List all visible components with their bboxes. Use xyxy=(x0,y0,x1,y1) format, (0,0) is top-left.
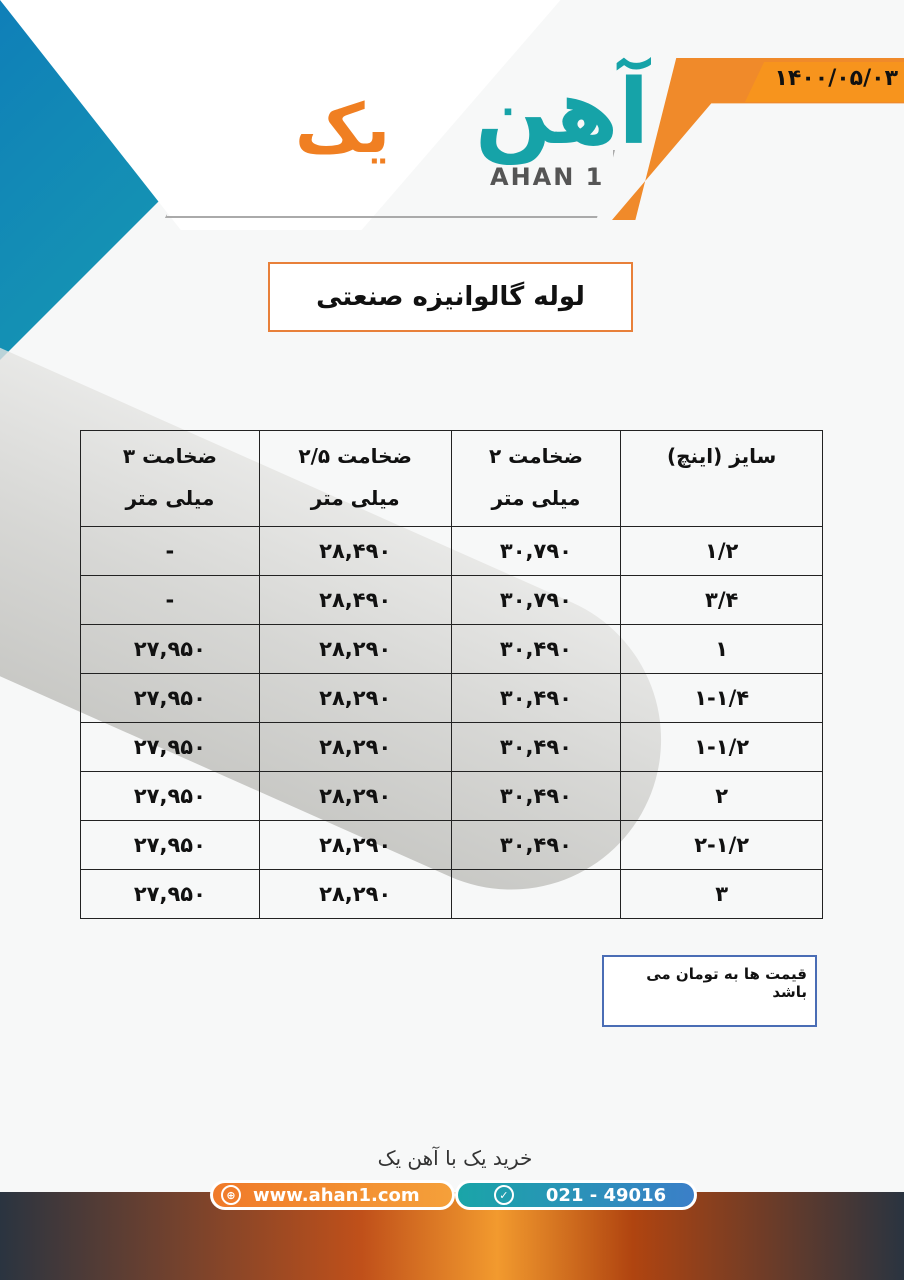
table-row: ۲-۱/۲ ۳۰,۴۹۰ ۲۸,۲۹۰ ۲۷,۹۵۰ xyxy=(80,820,823,870)
table-cell: ۲ xyxy=(620,771,823,821)
table-cell: ۱-۱/۲ xyxy=(620,722,823,772)
table-cell: ۳۰,۴۹۰ xyxy=(450,820,622,870)
table-row: ۱-۱/۲ ۳۰,۴۹۰ ۲۸,۲۹۰ ۲۷,۹۵۰ xyxy=(80,722,823,772)
table-cell: ۲۷,۹۵۰ xyxy=(80,624,260,674)
table-cell: ۲۸,۲۹۰ xyxy=(258,771,452,821)
logo: یک آهن AHAN 1 xyxy=(295,60,649,191)
footer-factory-image xyxy=(0,1192,904,1280)
date: ۱۴۰۰/۰۵/۰۳ xyxy=(774,66,899,91)
website-link[interactable]: ⊕ www.ahan1.com xyxy=(210,1180,455,1210)
price-table: سایز (اینچ) ضخامت ۲ میلی متر ضخامت ۲/۵ میل… xyxy=(80,430,823,919)
table-cell: ۲۷,۹۵۰ xyxy=(80,869,260,919)
table-cell: ۲۸,۲۹۰ xyxy=(258,869,452,919)
table-cell: ۲۸,۲۹۰ xyxy=(258,820,452,870)
table-row: ۲ ۳۰,۴۹۰ ۲۸,۲۹۰ ۲۷,۹۵۰ xyxy=(80,771,823,821)
table-cell: ۱ xyxy=(620,624,823,674)
table-cell: ۳ xyxy=(620,869,823,919)
header-size: سایز (اینچ) xyxy=(620,430,823,527)
footer-slogan: خرید یک با آهن یک xyxy=(377,1146,533,1170)
phone-link[interactable]: ✓ 021 - 49016 xyxy=(455,1180,697,1210)
table-cell: ۲۸,۴۹۰ xyxy=(258,526,452,576)
table-cell: ۲-۱/۲ xyxy=(620,820,823,870)
table-row: ۱ ۳۰,۴۹۰ ۲۸,۲۹۰ ۲۷,۹۵۰ xyxy=(80,624,823,674)
table-header-row: سایز (اینچ) ضخامت ۲ میلی متر ضخامت ۲/۵ میل… xyxy=(80,430,823,527)
table-cell: ۳۰,۷۹۰ xyxy=(450,575,622,625)
header-thickness-2: ضخامت ۲ میلی متر xyxy=(450,430,622,527)
table-cell: - xyxy=(80,575,260,625)
table-cell: ۲۷,۹۵۰ xyxy=(80,722,260,772)
table-cell: ۳۰,۴۹۰ xyxy=(450,722,622,772)
table-cell: ۲۸,۴۹۰ xyxy=(258,575,452,625)
page-title: لوله گالوانیزه صنعتی xyxy=(268,262,633,332)
table-cell: ۳۰,۷۹۰ xyxy=(450,526,622,576)
header-thickness-3: ضخامت ۳ میلی متر xyxy=(80,430,260,527)
header-thickness-2-5: ضخامت ۲/۵ میلی متر xyxy=(258,430,452,527)
price-note: قیمت ها به تومان می باشد xyxy=(602,955,817,1027)
table-cell: ۲۷,۹۵۰ xyxy=(80,820,260,870)
logo-text-fa: یک xyxy=(295,90,391,169)
table-cell: ۳۰,۴۹۰ xyxy=(450,771,622,821)
table-cell: ۳۰,۴۹۰ xyxy=(450,624,622,674)
table-cell: ۲۸,۲۹۰ xyxy=(258,624,452,674)
date-banner xyxy=(745,62,904,102)
table-cell: ۱-۱/۴ xyxy=(620,673,823,723)
table-cell xyxy=(450,869,622,919)
table-cell: ۳/۴ xyxy=(620,575,823,625)
table-cell: ۲۸,۲۹۰ xyxy=(258,673,452,723)
table-cell: - xyxy=(80,526,260,576)
table-cell: ۱/۲ xyxy=(620,526,823,576)
website-text: www.ahan1.com xyxy=(253,1184,420,1206)
logo-text-fa-ahan: آهن xyxy=(475,60,650,165)
table-cell: ۲۸,۲۹۰ xyxy=(258,722,452,772)
check-icon: ✓ xyxy=(493,1185,514,1205)
table-cell: ۲۷,۹۵۰ xyxy=(80,771,260,821)
table-row: ۱/۲ ۳۰,۷۹۰ ۲۸,۴۹۰- xyxy=(80,526,823,576)
phone-text: 021 - 49016 xyxy=(545,1184,667,1206)
table-cell: ۳۰,۴۹۰ xyxy=(450,673,622,723)
table-row: ۳/۴ ۳۰,۷۹۰ ۲۸,۴۹۰- xyxy=(80,575,823,625)
logo-text-en: AHAN 1 xyxy=(490,163,605,191)
globe-icon: ⊕ xyxy=(221,1185,241,1205)
table-row: ۱-۱/۴ ۳۰,۴۹۰ ۲۸,۲۹۰ ۲۷,۹۵۰ xyxy=(80,673,823,723)
table-row: ۳ ۲۸,۲۹۰ ۲۷,۹۵۰ xyxy=(80,869,823,919)
table-cell: ۲۷,۹۵۰ xyxy=(80,673,260,723)
